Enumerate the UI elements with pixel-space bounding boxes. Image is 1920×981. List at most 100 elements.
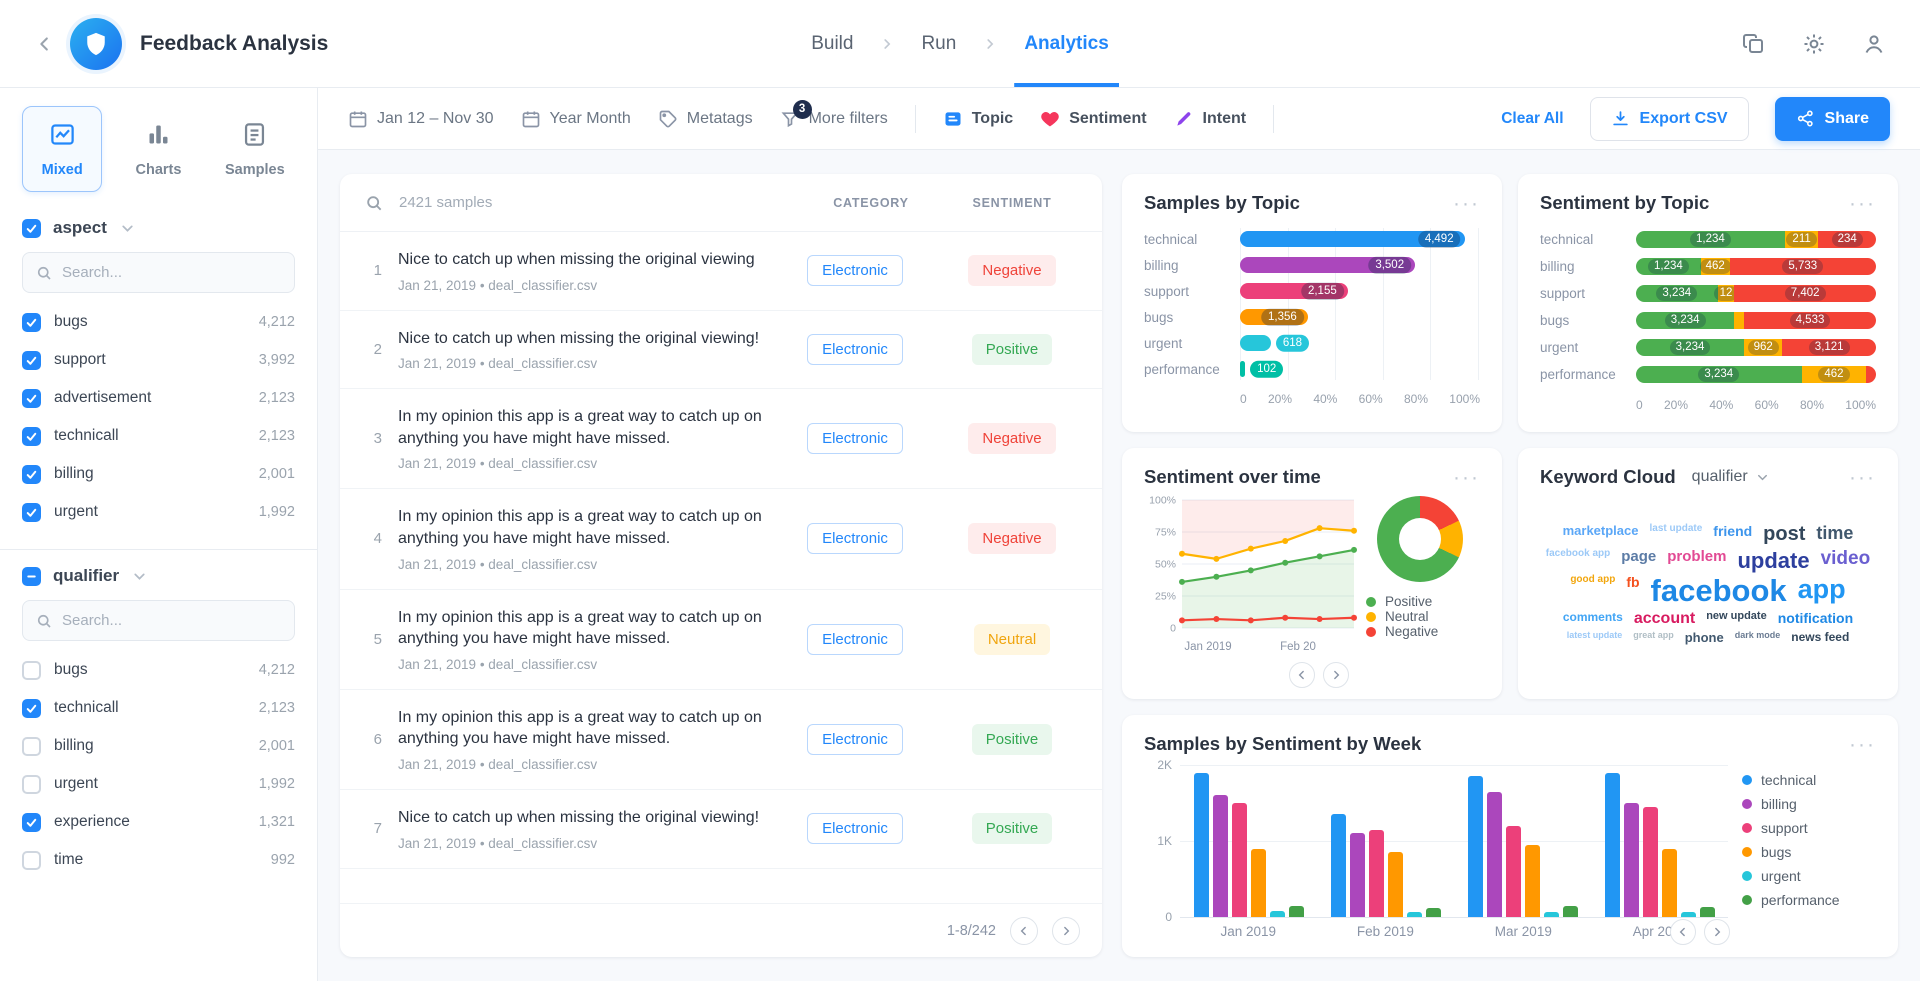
more-filters[interactable]: 3 More filters [780,99,888,129]
facet-topic[interactable]: Topic [943,109,1013,129]
filter-item-bugs[interactable]: bugs 4,212 [22,303,295,341]
metatags-filter[interactable]: Metatags [658,109,753,129]
sample-row[interactable]: 1 Nice to catch up when missing the origi… [340,232,1102,311]
nav-item-run[interactable]: Run [921,32,957,54]
filter-item-bugs[interactable]: bugs 4,212 [22,651,295,689]
granularity-filter[interactable]: Year Month [521,109,631,129]
item-checkbox[interactable] [22,660,41,680]
search-icon[interactable] [364,193,384,213]
keyword-cloud-word[interactable]: last update [1649,523,1703,535]
filter-item-billing[interactable]: billing 2,001 [22,727,295,765]
facet-group-header[interactable]: aspect [22,218,295,238]
view-toggle-mixed[interactable]: Mixed [22,106,103,192]
sample-row[interactable]: 6 In my opinion this app is a great way t… [340,690,1102,790]
panel-menu-icon[interactable]: ··· [1849,732,1876,756]
next-period-button[interactable] [1704,919,1730,945]
item-checkbox[interactable] [22,502,41,522]
keyword-cloud-word[interactable]: fb [1626,573,1640,590]
sample-row[interactable]: 3 In my opinion this app is a great way t… [340,389,1102,490]
facet-search-input[interactable] [62,612,282,629]
filter-item-billing[interactable]: billing 2,001 [22,455,295,493]
sample-row[interactable]: 7 Nice to catch up when missing the origi… [340,790,1102,869]
keyword-cloud-word[interactable]: time [1816,523,1854,544]
sample-row[interactable]: 4 In my opinion this app is a great way t… [340,489,1102,590]
settings-icon[interactable] [1802,32,1826,56]
group-checkbox[interactable] [22,566,41,586]
keyword-cloud-word[interactable]: news feed [1791,629,1850,644]
item-checkbox[interactable] [22,812,41,832]
bar-billing [1486,791,1502,917]
keyword-cloud-word[interactable]: facebook [1650,572,1787,608]
keyword-cloud-word[interactable]: video [1820,547,1871,569]
item-checkbox[interactable] [22,464,41,484]
nav-item-analytics[interactable]: Analytics [1014,0,1118,87]
next-page-button[interactable] [1052,916,1080,945]
item-label: billing [54,465,94,482]
back-button[interactable] [34,29,64,59]
keyword-cloud-word[interactable]: post [1763,523,1806,546]
profile-icon[interactable] [1862,32,1886,56]
cloud-facet-selector[interactable]: qualifier [1692,468,1770,486]
keyword-cloud-word[interactable]: good app [1570,573,1616,585]
sample-row[interactable]: 2 Nice to catch up when missing the origi… [340,311,1102,390]
prev-page-button[interactable] [1010,916,1038,945]
item-checkbox[interactable] [22,774,41,794]
filter-item-support[interactable]: support 3,992 [22,341,295,379]
panel-menu-icon[interactable]: ··· [1453,191,1480,215]
item-checkbox[interactable] [22,698,41,718]
facet-group-header[interactable]: qualifier [22,566,295,586]
item-checkbox[interactable] [22,312,41,332]
prev-period-button[interactable] [1289,662,1316,688]
facet-search-input[interactable] [62,264,282,281]
filter-item-urgent[interactable]: urgent 1,992 [22,493,295,531]
sample-row[interactable]: 5 In my opinion this app is a great way t… [340,590,1102,690]
keyword-cloud-word[interactable]: new update [1706,609,1767,622]
keyword-cloud-word[interactable]: app [1797,573,1846,604]
facet-intent[interactable]: Intent [1174,109,1246,129]
keyword-cloud-word[interactable]: page [1621,547,1657,565]
item-checkbox[interactable] [22,850,41,870]
filter-item-urgent[interactable]: urgent 1,992 [22,765,295,803]
copy-icon[interactable] [1742,32,1766,56]
keyword-cloud-word[interactable]: great app [1633,629,1674,640]
filter-item-experience[interactable]: experience 1,321 [22,803,295,841]
legend-item-urgent: urgent [1742,868,1876,884]
nav-item-build[interactable]: Build [811,32,854,54]
keyword-cloud-word[interactable]: phone [1684,629,1724,645]
keyword-cloud-word[interactable]: notification [1777,609,1854,626]
keyword-cloud-word[interactable]: problem [1667,547,1727,565]
prev-period-button[interactable] [1670,919,1696,945]
date-range-filter[interactable]: Jan 12 – Nov 30 [348,109,494,129]
row-number: 3 [373,430,382,448]
filter-item-time[interactable]: time 992 [22,841,295,879]
facet-sentiment[interactable]: Sentiment [1040,109,1147,129]
panel-menu-icon[interactable]: ··· [1849,191,1876,215]
panel-menu-icon[interactable]: ··· [1849,465,1876,489]
keyword-cloud-word[interactable]: comments [1562,609,1623,624]
keyword-cloud-word[interactable]: marketplace [1562,523,1639,539]
item-checkbox[interactable] [22,426,41,446]
filter-item-technicall[interactable]: technicall 2,123 [22,689,295,727]
item-checkbox[interactable] [22,736,41,756]
keyword-cloud-word[interactable]: latest update [1566,629,1623,640]
group-checkbox[interactable] [22,218,41,238]
filter-item-technicall[interactable]: technicall 2,123 [22,417,295,455]
panel-menu-icon[interactable]: ··· [1453,465,1480,489]
keyword-cloud-word[interactable]: update [1737,547,1810,573]
keyword-cloud-word[interactable]: facebook app [1545,547,1611,559]
sentiment-segment-neutral: 962 [1744,339,1783,356]
filter-item-advertisement[interactable]: advertisement 2,123 [22,379,295,417]
clear-all-link[interactable]: Clear All [1501,109,1564,127]
keyword-cloud-word[interactable]: dark mode [1734,629,1781,640]
view-toggle-samples[interactable]: Samples [215,106,295,192]
view-toggle-charts[interactable]: Charts [118,106,198,192]
item-checkbox[interactable] [22,350,41,370]
bar-row-label: urgent [1540,340,1579,355]
divider [914,104,916,133]
keyword-cloud-word[interactable]: account [1633,609,1696,627]
next-period-button[interactable] [1323,662,1350,688]
item-checkbox[interactable] [22,388,41,408]
keyword-cloud-word[interactable]: friend [1713,523,1753,540]
export-csv-button[interactable]: Export CSV [1589,96,1749,141]
share-button[interactable]: Share [1774,96,1890,141]
